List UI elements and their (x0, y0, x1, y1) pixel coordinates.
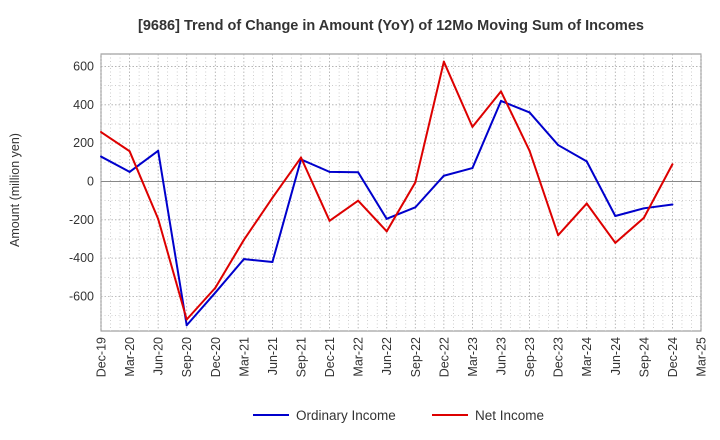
x-tick-label: Dec-22 (437, 337, 451, 377)
x-tick-label: Sep-24 (637, 337, 651, 377)
data-point (614, 241, 617, 244)
y-tick-label: 200 (73, 136, 94, 150)
data-point (671, 163, 674, 166)
data-point (214, 286, 217, 289)
data-point (642, 207, 645, 210)
x-tick-label: Sep-23 (523, 337, 537, 377)
data-point (185, 324, 188, 327)
data-point (300, 156, 302, 159)
x-tick-label: Jun-22 (380, 337, 394, 375)
data-point (385, 230, 388, 233)
data-point (357, 171, 360, 174)
x-tick-label: Jun-20 (152, 337, 166, 375)
x-tick-label: Jun-23 (495, 337, 509, 375)
x-tick-label: Sep-22 (409, 337, 423, 377)
y-tick-label: 600 (73, 59, 94, 73)
data-point (414, 206, 417, 209)
data-point (185, 318, 188, 321)
data-point (328, 170, 331, 173)
x-tick-label: Mar-23 (466, 337, 480, 377)
y-tick-label: -600 (69, 289, 94, 303)
data-point (442, 174, 445, 177)
data-point (671, 203, 674, 206)
data-point (128, 150, 131, 153)
data-point (385, 217, 388, 220)
data-point (157, 217, 160, 220)
data-point (471, 167, 474, 170)
data-point (100, 131, 102, 134)
x-tick-label: Dec-20 (209, 337, 223, 377)
data-point (557, 234, 560, 237)
chart-title: [9686] Trend of Change in Amount (YoY) o… (138, 18, 644, 34)
x-tick-label: Dec-24 (666, 337, 680, 377)
plot-area (100, 53, 702, 332)
data-point (157, 149, 160, 152)
data-point (442, 60, 445, 63)
data-point (242, 238, 245, 241)
legend: Ordinary Income Net Income (253, 408, 544, 423)
data-point (128, 170, 131, 173)
y-tick-label: -400 (69, 251, 94, 265)
series-lines (100, 60, 674, 327)
data-point (614, 214, 617, 217)
data-point (414, 181, 417, 184)
x-tick-label: Mar-22 (352, 337, 366, 377)
data-point (100, 155, 102, 158)
data-point (528, 149, 531, 152)
y-tick-label: 0 (87, 174, 94, 188)
x-tick-label: Dec-23 (552, 337, 566, 377)
x-tick-label: Jun-21 (266, 337, 280, 375)
data-point (585, 202, 588, 205)
data-point (500, 99, 502, 102)
x-tick-label: Mar-25 (695, 337, 709, 377)
data-point (642, 216, 645, 219)
x-tick-label: Sep-21 (295, 337, 309, 377)
grid-x (100, 54, 702, 331)
data-point (557, 144, 560, 147)
grid-y (101, 66, 701, 317)
data-point (528, 111, 531, 114)
data-point (328, 219, 331, 222)
y-axis-ticks: 600 400 200 0 -200 -400 -600 (69, 59, 94, 303)
x-tick-label: Mar-24 (580, 337, 594, 377)
x-tick-label: Sep-20 (180, 337, 194, 377)
x-tick-label: Jun-24 (609, 337, 623, 375)
data-point (242, 258, 245, 261)
x-tick-label: Dec-21 (323, 337, 337, 377)
y-axis-label: Amount (million yen) (8, 133, 22, 247)
data-point (500, 90, 502, 93)
data-point (357, 199, 360, 202)
x-axis-ticks: Dec-19 Mar-20 Jun-20 Sep-20 Dec-20 Mar-21 Jun-… (95, 337, 709, 377)
x-tick-label: Dec-19 (95, 337, 109, 377)
y-tick-label: -200 (69, 213, 94, 227)
legend-label: Ordinary Income (296, 408, 396, 423)
data-point (214, 291, 217, 294)
x-tick-label: Mar-21 (237, 337, 251, 377)
y-tick-label: 400 (73, 98, 94, 112)
legend-label: Net Income (475, 408, 544, 423)
x-tick-label: Mar-20 (123, 337, 137, 377)
data-point (271, 260, 274, 263)
data-point (471, 125, 474, 128)
data-point (585, 160, 588, 163)
data-point (271, 196, 274, 199)
